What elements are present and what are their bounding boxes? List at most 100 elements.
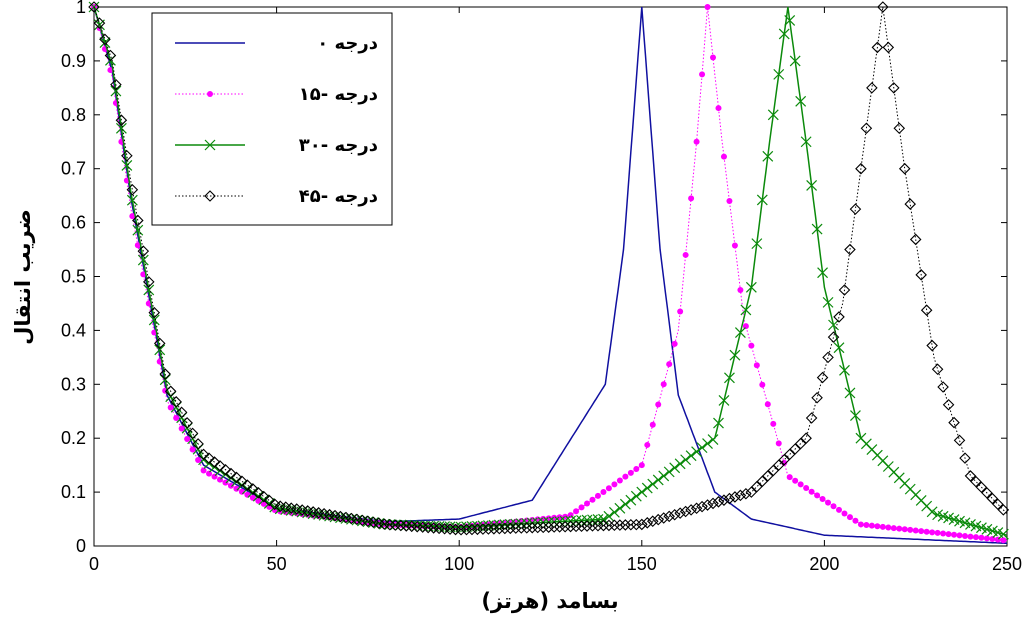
- data-point: [803, 485, 810, 492]
- y-tick-label: 1: [76, 0, 86, 17]
- data-point: [764, 401, 771, 408]
- data-point: [729, 349, 741, 361]
- data-point: [839, 364, 850, 376]
- data-point: [132, 214, 144, 227]
- data-point: [121, 149, 133, 162]
- data-point: [586, 520, 599, 532]
- data-point: [956, 532, 963, 539]
- data-point: [622, 473, 629, 480]
- data-point: [800, 136, 812, 148]
- data-point: [783, 448, 796, 461]
- data-point: [759, 381, 766, 388]
- x-tick-label: 100: [444, 554, 474, 574]
- data-point: [263, 494, 276, 507]
- data-point: [682, 251, 689, 258]
- data-point: [970, 475, 982, 488]
- data-point: [983, 535, 990, 542]
- data-point: [548, 521, 560, 533]
- data-point: [93, 17, 106, 29]
- data-point: [740, 487, 752, 500]
- data-point: [427, 522, 440, 534]
- data-point: [942, 399, 955, 411]
- data-point: [825, 499, 832, 506]
- data-point: [636, 486, 648, 498]
- data-point: [1000, 537, 1007, 544]
- data-point: [907, 526, 914, 533]
- axis-ticks: 0 50 100 150 200 250 0 0.1 0.2 0.3 0.4 0.5 0.6 0.7 0.8…: [61, 0, 1022, 574]
- data-point: [244, 491, 251, 498]
- data-point: [614, 519, 626, 531]
- data-point: [556, 514, 563, 521]
- data-point: [649, 421, 656, 428]
- data-point: [584, 500, 591, 507]
- data-point: [723, 492, 736, 505]
- data-point: [603, 510, 615, 522]
- data-point: [959, 452, 971, 464]
- legend: ۰ درجه ۱۵- درجه ۳۰- درجه ۴۵- درجه: [151, 12, 393, 226]
- data-point: [951, 531, 958, 538]
- data-point: [817, 267, 828, 279]
- data-point: [611, 481, 618, 488]
- data-point: [674, 458, 686, 470]
- data-point: [573, 508, 580, 515]
- data-point: [874, 523, 881, 530]
- y-tick-label: 0.2: [61, 428, 86, 448]
- data-point: [638, 462, 645, 469]
- data-point: [104, 49, 117, 62]
- series-3: [88, 1, 1010, 536]
- data-point: [477, 523, 489, 535]
- data-point: [129, 213, 136, 220]
- data-point: [702, 438, 713, 450]
- data-point: [680, 454, 692, 466]
- x-axis-label: بسامد (هرتز): [481, 589, 618, 613]
- data-point: [450, 521, 461, 533]
- data-point: [460, 523, 473, 536]
- x-tick-label: 200: [809, 554, 839, 574]
- data-point: [422, 521, 434, 534]
- data-point: [729, 491, 741, 503]
- data-point: [170, 396, 182, 408]
- data-point: [888, 82, 900, 94]
- x-tick-label: 50: [267, 554, 287, 574]
- data-point: [898, 162, 911, 175]
- data-point: [164, 385, 177, 398]
- legend-label: ۱۵- درجه: [299, 84, 378, 105]
- data-point: [885, 524, 892, 531]
- data-point: [742, 323, 749, 330]
- data-point: [931, 363, 944, 375]
- x-tick-label: 0: [89, 554, 99, 574]
- data-point: [748, 342, 755, 349]
- data-point: [811, 223, 823, 235]
- data-point: [663, 510, 675, 523]
- data-point: [652, 513, 665, 526]
- data-point: [616, 477, 623, 484]
- data-point: [499, 519, 511, 531]
- legend-label: ۰ درجه: [317, 33, 378, 54]
- data-point: [559, 520, 571, 533]
- data-point: [207, 91, 213, 97]
- data-point: [394, 519, 407, 532]
- data-point: [789, 55, 801, 67]
- data-point: [641, 482, 653, 494]
- data-point: [901, 526, 908, 533]
- data-point: [644, 441, 651, 448]
- data-point: [778, 453, 791, 466]
- data-point: [499, 522, 511, 535]
- data-point: [710, 54, 717, 61]
- data-point: [685, 504, 697, 516]
- data-point: [819, 495, 826, 502]
- data-point: [696, 442, 708, 454]
- data-point: [740, 304, 752, 316]
- data-point: [724, 372, 735, 384]
- x-tick-label: 150: [627, 554, 657, 574]
- legend-entry: ۴۵- درجه: [175, 186, 378, 207]
- data-point: [677, 308, 684, 315]
- data-point: [625, 494, 637, 506]
- data-point: [553, 521, 566, 533]
- data-point: [455, 523, 467, 536]
- data-point: [937, 381, 949, 393]
- data-point: [981, 487, 993, 499]
- data-point: [531, 521, 544, 534]
- data-point: [775, 440, 782, 447]
